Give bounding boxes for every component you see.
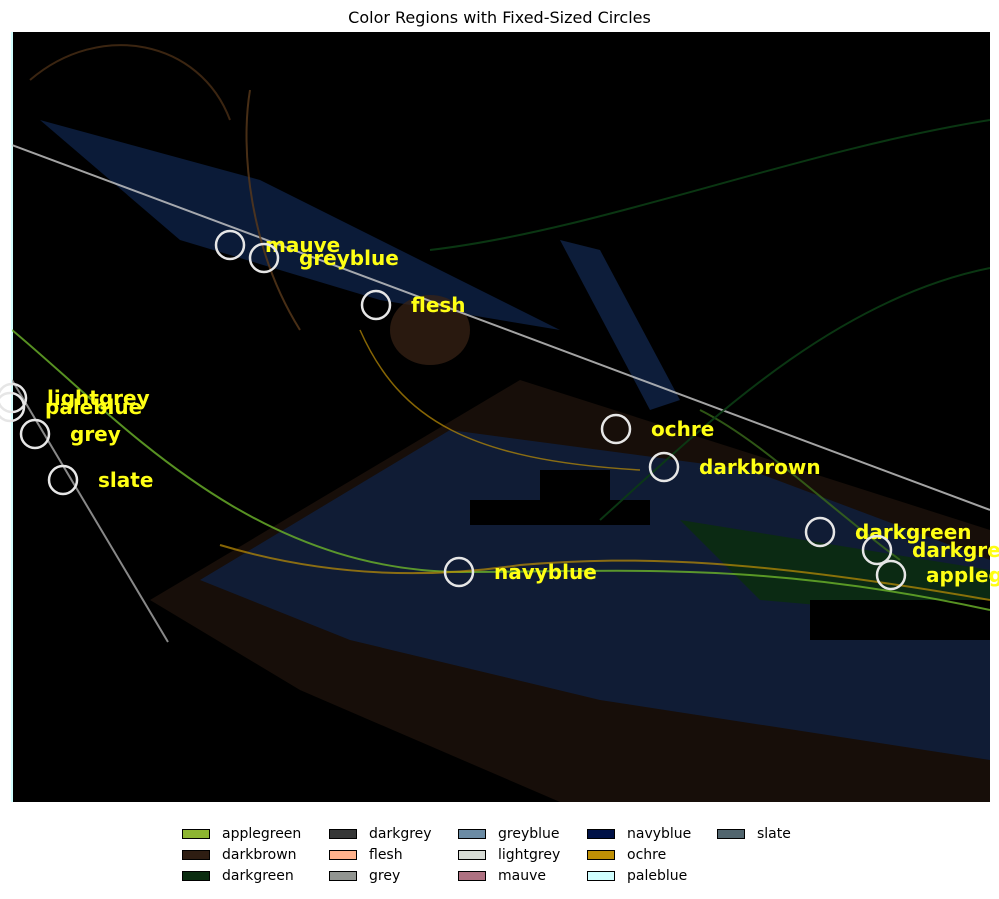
legend-swatch — [587, 850, 615, 860]
marker-circle-darkbrown — [648, 451, 680, 483]
black-block — [470, 500, 650, 525]
marker-label-lightgrey: lightgrey — [47, 386, 150, 410]
legend-item-navyblue: navyblue — [587, 826, 691, 842]
marker-circle-applegreen — [875, 559, 907, 591]
marker-label-navyblue: navyblue — [494, 560, 597, 584]
legend-item-ochre: ochre — [587, 847, 666, 863]
legend-swatch — [458, 850, 486, 860]
legend-label: flesh — [369, 847, 403, 863]
black-block — [810, 600, 990, 640]
marker-circle-navyblue — [443, 556, 475, 588]
legend-swatch — [329, 829, 357, 839]
texture-layer — [12, 44, 990, 802]
legend-item-applegreen: applegreen — [182, 826, 301, 842]
legend-swatch — [458, 871, 486, 881]
legend-label: darkgreen — [222, 868, 294, 884]
marker-circle-lightgrey — [0, 382, 28, 414]
marker-circle-grey — [19, 418, 51, 450]
marker-label-grey: grey — [70, 422, 121, 446]
marker-circle-ochre — [600, 413, 632, 445]
legend-swatch — [587, 871, 615, 881]
marker-label-greyblue: greyblue — [299, 246, 399, 270]
legend-item-grey: grey — [329, 868, 400, 884]
legend-item-darkgreen: darkgreen — [182, 868, 294, 884]
marker-circle-slate — [47, 464, 79, 496]
legend-item-lightgrey: lightgrey — [458, 847, 560, 863]
marker-circle-darkgrey — [861, 534, 893, 566]
legend-label: darkgrey — [369, 826, 432, 842]
legend-item-paleblue: paleblue — [587, 868, 687, 884]
marker-label-paleblue: paleblue — [45, 395, 142, 419]
marker-circle-greyblue — [248, 242, 280, 274]
legend-item-greyblue: greyblue — [458, 826, 560, 842]
legend-label: lightgrey — [498, 847, 561, 863]
legend-label: darkbrown — [222, 847, 297, 863]
legend-item-slate: slate — [717, 826, 791, 842]
brown-arc — [245, 89, 301, 331]
chart-title: Color Regions with Fixed-Sized Circles — [348, 8, 651, 27]
marker-label-slate: slate — [98, 468, 153, 492]
ochre-curve — [219, 544, 990, 601]
legend-swatch — [587, 829, 615, 839]
marker-circle-paleblue — [0, 391, 26, 423]
diagonal-line — [12, 379, 169, 643]
legend-label: ochre — [627, 847, 667, 863]
brown-arc — [29, 44, 231, 121]
legend-swatch — [182, 871, 210, 881]
legend-label: slate — [757, 826, 791, 842]
legend-label: paleblue — [627, 868, 688, 884]
marker-label-darkgreen: darkgreen — [855, 520, 972, 544]
marker-label-darkbrown: darkbrown — [699, 455, 821, 479]
legend-swatch — [329, 850, 357, 860]
legend-item-darkbrown: darkbrown — [182, 847, 297, 863]
legend-label: applegreen — [222, 826, 302, 842]
legend-item-darkgrey: darkgrey — [329, 826, 432, 842]
marker-label-darkgrey: darkgrey — [912, 538, 999, 562]
legend-label: grey — [369, 868, 401, 884]
legend-swatch — [182, 829, 210, 839]
black-block — [540, 470, 610, 500]
marker-label-flesh: flesh — [411, 293, 466, 317]
brown-blob — [390, 295, 470, 365]
navyblue-upper-region — [40, 120, 560, 330]
darkgreen-curve — [599, 267, 990, 521]
marker-label-applegreen: applegreen — [926, 563, 999, 587]
marker-circle-darkgreen — [804, 516, 836, 548]
marker-layer: mauvegreybluefleshlightgreypalebluegreys… — [0, 229, 999, 591]
darkgreen-curve — [429, 119, 990, 251]
legend: applegreen darkbrown darkgreen darkgrey fles… — [182, 826, 842, 888]
navyblue-region — [200, 430, 990, 760]
legend-label: greyblue — [498, 826, 560, 842]
marker-label-ochre: ochre — [651, 417, 714, 441]
legend-item-mauve: mauve — [458, 868, 546, 884]
legend-swatch — [458, 829, 486, 839]
marker-circle-flesh — [360, 289, 392, 321]
legend-label: navyblue — [627, 826, 692, 842]
legend-swatch — [717, 829, 745, 839]
ochre-arc — [359, 329, 641, 471]
legend-label: mauve — [498, 868, 546, 884]
legend-item-flesh: flesh — [329, 847, 403, 863]
diagonal-line — [12, 144, 990, 511]
navy-spike-region — [560, 240, 680, 410]
legend-swatch — [329, 871, 357, 881]
legend-swatch — [182, 850, 210, 860]
marker-circle-mauve — [214, 229, 246, 261]
